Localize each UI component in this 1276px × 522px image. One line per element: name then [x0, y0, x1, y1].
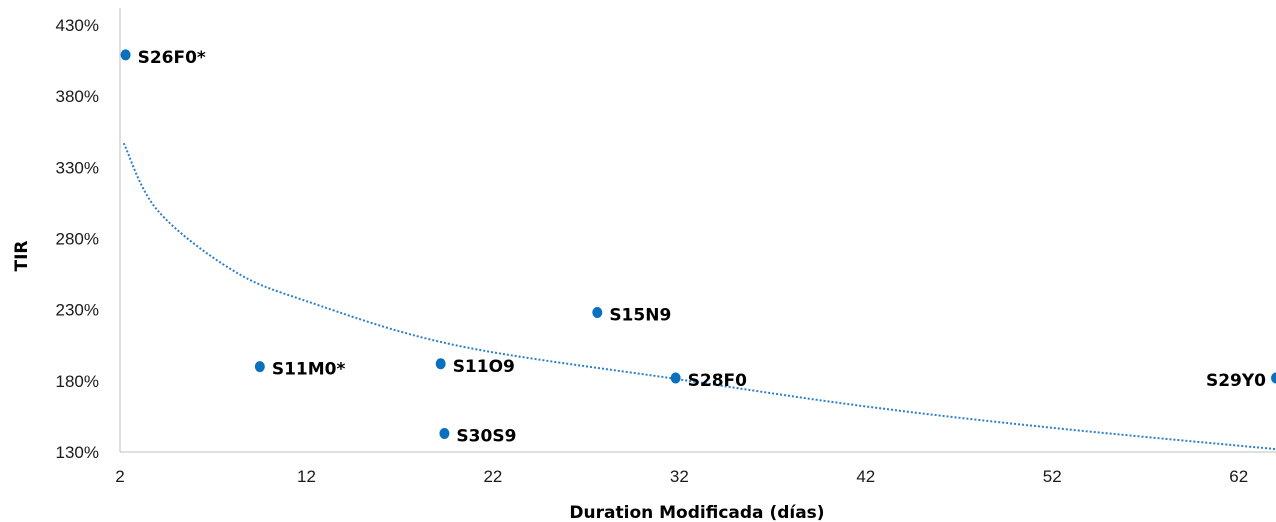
y-tick-label: 330%: [56, 158, 99, 177]
point-labels: S26F0* S11M0* S11O9 S30S9 S15N9 S28F0 S29Y0: [138, 48, 1267, 447]
y-tick-label: 430%: [56, 16, 99, 35]
data-point: [670, 372, 681, 384]
y-tick-label: 230%: [56, 301, 99, 320]
x-tick-label: 62: [1229, 467, 1248, 486]
x-axis-title: Duration Modificada (días): [569, 503, 824, 522]
y-tick-label: 180%: [56, 372, 99, 391]
data-point: [435, 358, 446, 370]
y-axis-title: TIR: [12, 240, 32, 271]
data-points: [120, 49, 1276, 439]
point-label: S26F0*: [138, 48, 206, 68]
data-point: [254, 361, 265, 373]
y-tick-label: 380%: [56, 87, 99, 106]
y-tick-label: 130%: [56, 443, 99, 462]
point-label: S11O9: [453, 357, 515, 377]
trendline: [122, 142, 1276, 451]
axes: [119, 8, 1276, 453]
x-tick-label: 52: [1043, 467, 1062, 486]
x-tick-label: 22: [483, 467, 502, 486]
data-point: [439, 427, 450, 439]
point-label: S29Y0: [1206, 371, 1266, 391]
point-label: S15N9: [609, 306, 671, 326]
data-point: [1271, 372, 1276, 384]
point-label: S28F0: [688, 371, 748, 391]
y-tick-labels: 130% 180% 230% 280% 330% 380% 430%: [56, 16, 99, 462]
data-point: [592, 307, 603, 319]
point-label: S30S9: [456, 426, 516, 446]
x-tick-label: 12: [297, 467, 316, 486]
x-tick-labels: 2 12 22 32 42 52 62: [115, 467, 1248, 486]
x-tick-label: 2: [115, 467, 124, 486]
point-label: S11M0*: [272, 360, 346, 380]
y-tick-label: 280%: [56, 230, 99, 249]
x-tick-label: 32: [670, 467, 689, 486]
data-point: [120, 49, 131, 61]
x-tick-label: 42: [856, 467, 875, 486]
